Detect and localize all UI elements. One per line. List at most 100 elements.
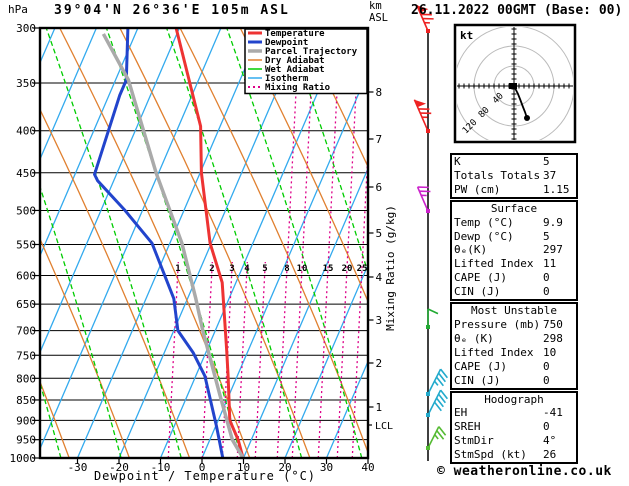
hodograph-origin-marker [509, 83, 517, 89]
barb-feather-full [439, 389, 449, 400]
indices-row: EH -41 [452, 406, 576, 420]
isotherm-line [40, 28, 180, 354]
indices-row-value: 10 [543, 345, 557, 359]
indices-row: θₑ(K) 297 [452, 243, 576, 257]
isotherm-line [159, 28, 346, 458]
barb-feather-full [437, 372, 446, 383]
pressure-tick-label: 950 [16, 434, 36, 447]
hodograph-trace [513, 85, 528, 119]
pressure-tick-label: 700 [16, 325, 36, 338]
indices-row: θₑ (K) 298 [452, 332, 576, 346]
barb-feather-full [437, 393, 446, 404]
indices-row-value: 37 [543, 168, 557, 182]
indices-row-label: K [454, 155, 461, 168]
isotherm-line [40, 28, 97, 161]
indices-row-value: 0 [543, 271, 550, 285]
barb-station-marker [426, 446, 430, 450]
hodograph-trace-endpoint [524, 115, 530, 121]
indices-row-value: 0 [543, 285, 550, 299]
legend-item-label: Dry Adiabat [265, 55, 325, 66]
wind-barb [426, 308, 439, 329]
km-tick-label: 5 [376, 227, 383, 240]
isotherm-line [40, 28, 222, 451]
sounding-curves [93, 28, 245, 458]
indices-row: CIN (J) 0 [452, 285, 576, 299]
wind-barb [426, 368, 449, 396]
indices-row: CAPE (J) 0 [452, 271, 576, 285]
plot-border [38, 26, 370, 460]
temp-tick-label: -20 [109, 461, 129, 474]
km-tick-label: 2 [376, 357, 383, 370]
mixing-ratio-value-label: 4 [244, 264, 250, 274]
temp-tick-label: -10 [151, 461, 171, 474]
barb-feather-full [438, 426, 447, 436]
barb-shaft [427, 426, 440, 449]
mixing-ratio-value-label: 15 [323, 264, 334, 274]
pressure-tick-label: 850 [16, 394, 36, 407]
temp-tick-label: 0 [199, 461, 206, 474]
isotherm-line [0, 28, 13, 458]
indices-row: SREH 0 [452, 420, 576, 434]
indices-row-value: 11 [543, 257, 557, 271]
wind-barb [416, 186, 431, 213]
dry-adiabat-line [40, 108, 191, 458]
indices-box: K 5 Totals Totals 37 PW (cm) 1.15 [450, 153, 578, 199]
temp-tick-label: 30 [320, 461, 333, 474]
indices-box: Hodograph EH -41 SREH 0 StmDir 4° StmSpd (kt) 26 [450, 390, 578, 465]
mixing-ratio-line [336, 28, 360, 458]
pressure-tick-label: 800 [16, 372, 36, 385]
copyright-label: © weatheronline.co.uk [437, 464, 612, 479]
indices-row-value: 9.9 [543, 215, 563, 229]
pressure-tick-label: 550 [16, 238, 36, 251]
barb-station-marker [426, 325, 430, 329]
indices-row-value: 5 [543, 155, 550, 168]
temp-tick-label: -30 [68, 461, 88, 474]
datetime-title: 26.11.2022 00GMT (Base: 00) [411, 3, 623, 18]
indices-row-label: Temp (°C) [454, 215, 514, 229]
pressure-tick-label: 450 [16, 167, 36, 180]
wet-adiabat-line [40, 184, 122, 458]
wind-barb [416, 4, 434, 33]
station-title: 39°04'N 26°36'E 105m ASL [54, 3, 290, 18]
indices-row-value: 750 [543, 317, 563, 331]
mixing-ratio-value-label: 5 [262, 264, 267, 274]
pressure-tick-label: 350 [16, 77, 36, 90]
pressure-tick-label: 1000 [10, 452, 37, 465]
barb-pennant [414, 99, 427, 108]
mixing-ratio-line [351, 138, 368, 458]
indices-row-value: 5 [543, 229, 550, 243]
mixing-ratio-value-label: 10 [297, 264, 308, 274]
pressure-tick-label: 750 [16, 349, 36, 362]
indices-row-label: StmDir [454, 434, 494, 448]
indices-row-value: 0 [543, 359, 550, 373]
indices-row: PW (cm) 1.15 [452, 183, 576, 197]
mixing-ratio-value-label: 25 [357, 264, 368, 274]
km-tick-label: 1 [376, 401, 383, 414]
parcel-trajectory-curve [101, 33, 245, 458]
indices-box: Most Unstable Pressure (mb) 750 θₑ (K) 298 Li… [450, 302, 578, 390]
indices-row: CAPE (J) 0 [452, 360, 576, 374]
dry-adiabat-line [40, 380, 70, 458]
isotherm-line [325, 359, 368, 458]
indices-row-label: Totals Totals [454, 168, 541, 182]
mixing-ratio-value-label: 8 [284, 264, 289, 274]
indices-row-label: EH [454, 406, 468, 420]
barb-station-marker [426, 209, 430, 213]
km-axis-unit-label: km [369, 0, 382, 12]
hodograph-unit-label: kt [460, 29, 473, 42]
indices-row-value: 26 [543, 448, 557, 462]
temperature-curve [174, 28, 245, 458]
pressure-tick-label: 900 [16, 414, 36, 427]
indices-row: Lifted Index 11 [452, 257, 576, 271]
asl-label: ASL [369, 12, 388, 24]
indices-row-label: CIN (J) [454, 285, 501, 299]
temp-tick-label: 10 [237, 461, 250, 474]
mixing-ratio-line [236, 261, 248, 458]
x-axis-label: Dewpoint / Temperature (°C) [93, 469, 317, 483]
legend-item-label: Wet Adiabat [265, 64, 325, 75]
legend-box [244, 28, 368, 95]
indices-row-value: -41 [543, 406, 563, 420]
indices-row-label: PW (cm) [454, 182, 501, 196]
